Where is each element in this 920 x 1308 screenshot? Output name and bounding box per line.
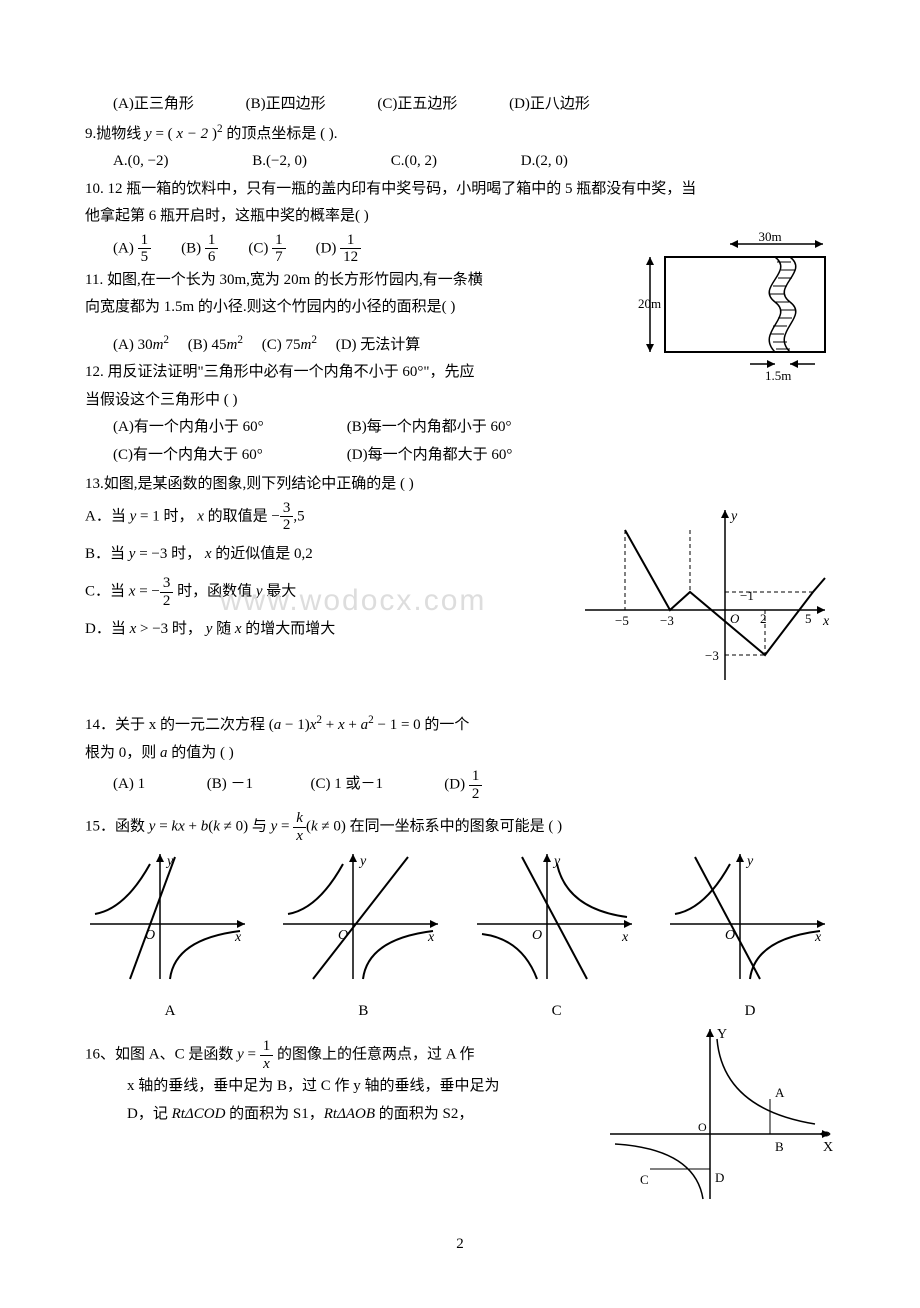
- q14-options: (A) 1 (B) －1 (C) 1 或－1 (D) 12: [85, 768, 835, 802]
- svg-text:y: y: [552, 854, 561, 869]
- q15-fig-C: O y x C: [472, 849, 642, 1024]
- q14-line2: 根为 0，则 a 的值为 ( ): [85, 741, 835, 767]
- q12-optB: (B)每一个内角都小于 60°: [347, 419, 512, 435]
- q14-D-label: (D): [444, 776, 469, 792]
- q12-line2: 当假设这个三角形中 ( ): [85, 388, 835, 414]
- q14-optC: (C) 1 或－1: [311, 772, 441, 798]
- q15-label-A: A: [85, 999, 255, 1025]
- q15-label-C: C: [472, 999, 642, 1025]
- q12-optA: (A)有一个内角小于 60°: [113, 415, 343, 441]
- q9-inner: x − 2: [176, 126, 208, 142]
- q9-open: (: [168, 126, 173, 142]
- q9-options: A.(0, −2) B.(−2, 0) C.(0, 2) D.(2, 0): [85, 149, 835, 175]
- fig11-30m: 30m: [758, 232, 781, 244]
- q11-B-m: m: [227, 337, 238, 353]
- q15-figures: O y x A O y x B O: [85, 849, 835, 1024]
- q12-optsCD: (C)有一个内角大于 60° (D)每一个内角都大于 60°: [85, 443, 835, 469]
- q10-line2: 他拿起第 6 瓶开启时，这瓶中奖的概率是( ): [85, 204, 835, 230]
- q11-B-label: (B): [188, 337, 212, 353]
- q12-optC: (C)有一个内角大于 60°: [113, 443, 343, 469]
- q12-optD: (D)每一个内角都大于 60°: [347, 447, 513, 463]
- q11-A-m: m: [153, 337, 164, 353]
- q16-figure: Y X O A B C D: [605, 1024, 835, 1214]
- q9-stem-pre: 9.抛物线: [85, 126, 145, 142]
- svg-text:B: B: [775, 1139, 784, 1154]
- q15-fig-D: O y x D: [665, 849, 835, 1024]
- q10-line1: 10. 12 瓶一箱的饮料中，只有一瓶的盖内印有中奖号码，小明喝了箱中的 5 瓶…: [85, 177, 835, 203]
- q10-A-frac: 15: [138, 232, 152, 266]
- svg-text:X: X: [823, 1140, 833, 1155]
- svg-text:y: y: [358, 854, 367, 869]
- svg-text:y: y: [729, 509, 738, 524]
- q15-fig-A: O y x A: [85, 849, 255, 1024]
- q9-stem: 9.抛物线 y = ( x − 2 )2 的顶点坐标是 ( ).: [85, 120, 835, 148]
- q14-optB: (B) －1: [207, 772, 307, 798]
- q13-figure: y x O −5 −3 2 5 −1 −3: [575, 500, 835, 700]
- q8-optD: (D)正八边形: [509, 92, 590, 118]
- q9-optD: D.(2, 0): [521, 149, 568, 175]
- q11-C-label: (C): [262, 337, 286, 353]
- q8-options: (A)正三角形 (B)正四边形 (C)正五边形 (D)正八边形: [85, 92, 835, 118]
- q9-stem-post: 的顶点坐标是 ( ).: [226, 126, 337, 142]
- q10-B-frac: 16: [205, 232, 219, 266]
- svg-text:O: O: [698, 1120, 707, 1134]
- q8-optA: (A)正三角形: [113, 92, 194, 118]
- q11-B-sup: 2: [237, 334, 243, 346]
- q15-fig-B: O y x B: [278, 849, 448, 1024]
- q11-C-m: m: [301, 337, 312, 353]
- q11-figure: 30m 20m 20m 1.5m: [635, 232, 835, 392]
- svg-text:x: x: [822, 614, 830, 629]
- q9-y: y: [145, 126, 152, 142]
- q9-optA: A.(0, −2): [113, 149, 169, 175]
- q10-D-label: (D): [316, 240, 341, 256]
- svg-text:D: D: [715, 1170, 724, 1185]
- q11-A-sup: 2: [163, 334, 169, 346]
- svg-text:O: O: [730, 611, 740, 626]
- q14-line1: 14．关于 x 的一元二次方程 (a − 1)x2 + x + a2 − 1 =…: [85, 711, 835, 739]
- q10-B-label: (B): [181, 240, 205, 256]
- q9-optC: C.(0, 2): [391, 149, 437, 175]
- q8-optB: (B)正四边形: [246, 92, 326, 118]
- svg-text:C: C: [640, 1172, 649, 1187]
- q14-optA: (A) 1: [113, 772, 203, 798]
- svg-text:−1: −1: [740, 588, 754, 603]
- q8-optC: (C)正五边形: [377, 92, 457, 118]
- q11-C-sup: 2: [311, 334, 317, 346]
- q10-C-label: (C): [248, 240, 272, 256]
- svg-text:x: x: [621, 930, 629, 945]
- q9-eq: =: [155, 126, 167, 142]
- svg-text:5: 5: [805, 611, 812, 626]
- q12-optsAB: (A)有一个内角小于 60° (B)每一个内角都小于 60°: [85, 415, 835, 441]
- svg-text:Y: Y: [717, 1027, 727, 1042]
- svg-text:−3: −3: [705, 648, 719, 663]
- q11-C-val: 75: [286, 337, 301, 353]
- q10-A-label: (A): [113, 240, 138, 256]
- q15-label-B: B: [278, 999, 448, 1025]
- svg-text:−3: −3: [660, 613, 674, 628]
- q10-D-frac: 112: [340, 232, 361, 266]
- q15-stem: 15．函数 y = kx + b(k ≠ 0) 与 y = kx(k ≠ 0) …: [85, 810, 835, 844]
- svg-text:A: A: [775, 1085, 785, 1100]
- fig11-20m: 20m: [638, 296, 661, 311]
- q14-D-frac: 12: [469, 768, 483, 802]
- svg-text:y: y: [745, 854, 754, 869]
- q9-sup: 2: [217, 123, 223, 135]
- q9-optB: B.(−2, 0): [252, 149, 307, 175]
- svg-text:O: O: [532, 928, 542, 943]
- q15-label-D: D: [665, 999, 835, 1025]
- q10-C-frac: 17: [272, 232, 286, 266]
- q11-A-label: (A): [113, 337, 138, 353]
- q11-B-val: 45: [212, 337, 227, 353]
- page-number: 2: [85, 1232, 835, 1258]
- svg-text:2: 2: [760, 611, 767, 626]
- q11-optD: (D) 无法计算: [336, 337, 421, 353]
- svg-text:−5: −5: [615, 613, 629, 628]
- fig11-1.5m: 1.5m: [765, 368, 791, 382]
- q13-stem: 13.如图,是某函数的图象,则下列结论中正确的是 ( ): [85, 472, 835, 498]
- q11-A-val: 30: [138, 337, 153, 353]
